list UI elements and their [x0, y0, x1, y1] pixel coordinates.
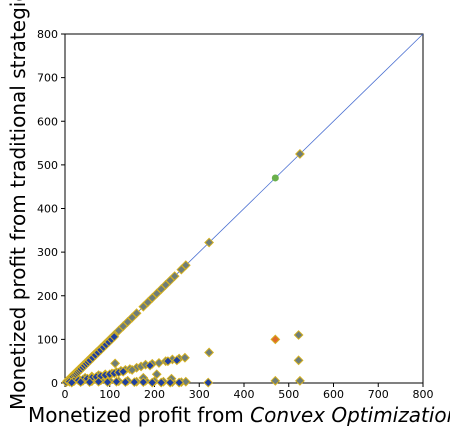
y-tick-label: 300 [37, 246, 58, 259]
data-point-diamond [171, 355, 182, 366]
x-axis-label-emphasis: Convex Optimization [250, 403, 450, 427]
data-point-diamond [156, 377, 167, 388]
data-point-diamond [151, 369, 162, 380]
data-point-diamond [127, 365, 138, 375]
x-tick-label: 600 [323, 388, 344, 401]
data-point-diamond [147, 377, 158, 388]
data-point-diamond [169, 271, 180, 282]
y-tick-label: 0 [51, 377, 58, 390]
data-point-diamond [295, 149, 305, 159]
x-tick-label: 100 [99, 388, 120, 401]
data-point-diamond [270, 334, 281, 345]
data-point-diamond [75, 377, 86, 388]
data-point-diamond [120, 377, 131, 388]
data-point-diamond [102, 377, 113, 388]
x-axis-label: Monetized profit from Convex Optimizatio… [28, 403, 450, 427]
data-point-diamond [293, 330, 304, 340]
data-point-diamond [129, 377, 140, 388]
data-point-diamond [293, 355, 304, 366]
data-point-diamond [93, 376, 104, 387]
data-point-diamond [109, 331, 120, 342]
data-point-diamond [111, 376, 122, 387]
data-point-diamond [204, 347, 215, 358]
y-tick-label: 800 [37, 28, 58, 41]
data-point-diamond [270, 375, 281, 386]
y-tick-label: 100 [37, 333, 58, 346]
y-axis-ticks: 0 100 200 300 400 500 600 700 800 [37, 28, 65, 390]
data-point-diamond [84, 377, 95, 388]
x-tick-label: 800 [413, 388, 434, 401]
data-point-diamond [180, 352, 190, 363]
data-point-diamond [204, 237, 215, 248]
y-tick-label: 700 [37, 72, 58, 85]
data-point-diamond [180, 260, 191, 271]
data-point-diamond [154, 358, 164, 368]
x-tick-label: 700 [368, 388, 389, 401]
data-point-diamond [66, 377, 77, 388]
data-point-diamond [138, 377, 149, 388]
data-point-diamond [203, 377, 214, 388]
x-tick-label: 0 [62, 388, 69, 401]
x-axis-ticks: 0 100 200 300 400 500 600 700 800 [62, 383, 434, 401]
y-tick-label: 400 [37, 203, 58, 216]
data-point-diamond [174, 377, 185, 388]
x-tick-label: 400 [234, 388, 255, 401]
data-point-diamond [295, 375, 305, 386]
data-point-diamond [131, 308, 142, 319]
y-axis-label: Monetized profit from traditional strate… [6, 0, 30, 410]
x-tick-label: 300 [189, 388, 210, 401]
data-point-diamond [165, 377, 176, 388]
y-tick-label: 200 [37, 290, 58, 303]
y-tick-label: 600 [37, 115, 58, 128]
data-point-diamond [163, 356, 173, 367]
x-tick-label: 200 [144, 388, 165, 401]
x-axis-label-prefix: Monetized profit from [28, 403, 250, 427]
data-point-diamond [110, 358, 121, 369]
data-point-diamond [118, 366, 129, 377]
x-tick-label: 500 [278, 388, 299, 401]
data-point-diamond [180, 376, 191, 387]
data-points [61, 149, 305, 388]
data-point-circle [271, 174, 279, 182]
data-point-diamond [145, 360, 155, 371]
y-tick-label: 500 [37, 159, 58, 172]
